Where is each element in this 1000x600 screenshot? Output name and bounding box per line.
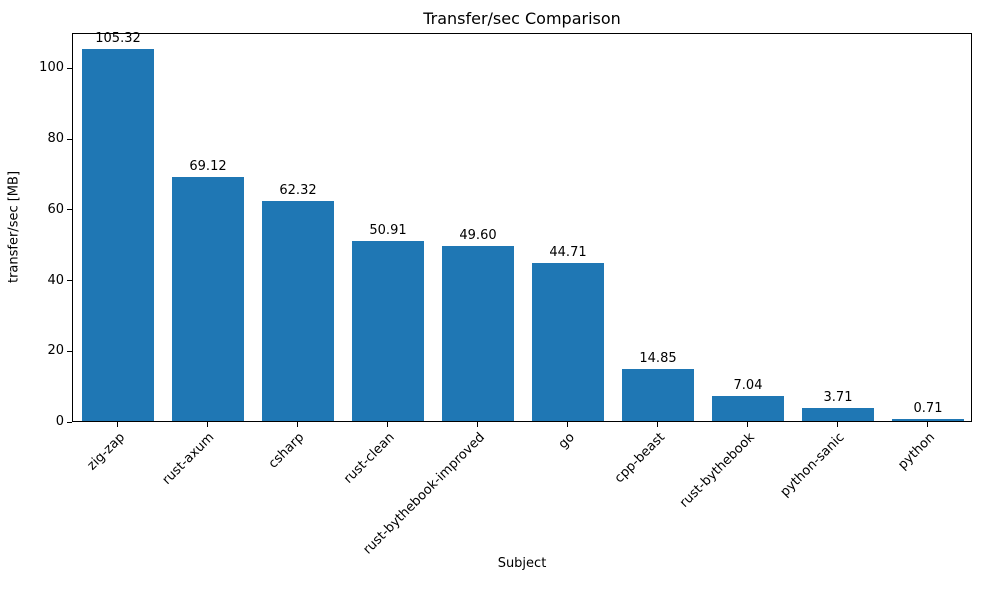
bar-value-label: 105.32 bbox=[95, 30, 141, 46]
y-tick-mark bbox=[67, 67, 72, 69]
bar-rust-bythebook bbox=[712, 396, 784, 421]
y-tick-label: 40 bbox=[47, 272, 64, 288]
x-tick-label: python bbox=[894, 430, 938, 473]
y-tick-mark bbox=[67, 209, 72, 211]
y-tick-label: 60 bbox=[47, 201, 64, 217]
x-tick-mark bbox=[836, 422, 838, 427]
x-tick-mark bbox=[566, 422, 568, 427]
bar-rust-bythebook-improved bbox=[442, 245, 514, 421]
y-tick-mark bbox=[67, 421, 72, 423]
x-tick-label: rust-clean bbox=[340, 430, 398, 487]
bar-rust-clean bbox=[352, 240, 424, 421]
bar-value-label: 3.71 bbox=[823, 389, 853, 405]
bar-csharp bbox=[262, 200, 334, 421]
y-tick-label: 80 bbox=[47, 131, 64, 147]
x-tick-label: csharp bbox=[266, 430, 308, 472]
bar-value-label: 50.91 bbox=[369, 222, 407, 238]
chart-title: Transfer/sec Comparison bbox=[423, 9, 621, 28]
plot-area: 105.32 69.12 62.32 50.91 49.60 44.71 14.85 7.04… bbox=[72, 30, 972, 422]
y-tick-label: 100 bbox=[39, 60, 64, 76]
x-axis-label: Subject bbox=[497, 556, 547, 571]
bar-value-label: 0.71 bbox=[913, 400, 943, 416]
x-tick-mark bbox=[746, 422, 748, 427]
bar-value-label: 7.04 bbox=[733, 378, 763, 394]
bar-value-label: 49.60 bbox=[459, 227, 497, 243]
x-tick-label: rust-axum bbox=[159, 430, 218, 488]
x-tick-mark bbox=[116, 422, 118, 427]
x-tick-label: go bbox=[555, 430, 578, 453]
x-tick-mark bbox=[296, 422, 298, 427]
bar-zig-zap bbox=[82, 48, 154, 421]
bar-value-label: 62.32 bbox=[279, 182, 317, 198]
bar-rust-axum bbox=[172, 176, 244, 421]
x-tick-mark bbox=[476, 422, 478, 427]
x-tick-mark bbox=[656, 422, 658, 427]
y-tick-mark bbox=[67, 350, 72, 352]
x-tick-label: python-sanic bbox=[777, 430, 848, 500]
y-tick-mark bbox=[67, 280, 72, 282]
y-axis-label: transfer/sec [MB] bbox=[6, 170, 22, 284]
x-tick-mark bbox=[206, 422, 208, 427]
bar-value-label: 44.71 bbox=[549, 244, 587, 260]
bar-value-label: 14.85 bbox=[639, 350, 677, 366]
x-tick-label: rust-bythebook bbox=[676, 430, 758, 511]
y-tick-label: 20 bbox=[47, 343, 64, 359]
x-tick-label: cpp-beast bbox=[611, 430, 668, 487]
x-tick-mark bbox=[926, 422, 928, 427]
y-tick-label: 0 bbox=[55, 414, 64, 429]
bar-value-label: 69.12 bbox=[189, 158, 227, 174]
x-tick-label: zig-zap bbox=[84, 430, 128, 474]
bar-cpp-beast bbox=[622, 368, 694, 421]
y-tick-mark bbox=[67, 138, 72, 140]
bar-python bbox=[892, 418, 964, 421]
bar-python-sanic bbox=[802, 407, 874, 421]
bar-go bbox=[532, 262, 604, 421]
x-tick-mark bbox=[386, 422, 388, 427]
